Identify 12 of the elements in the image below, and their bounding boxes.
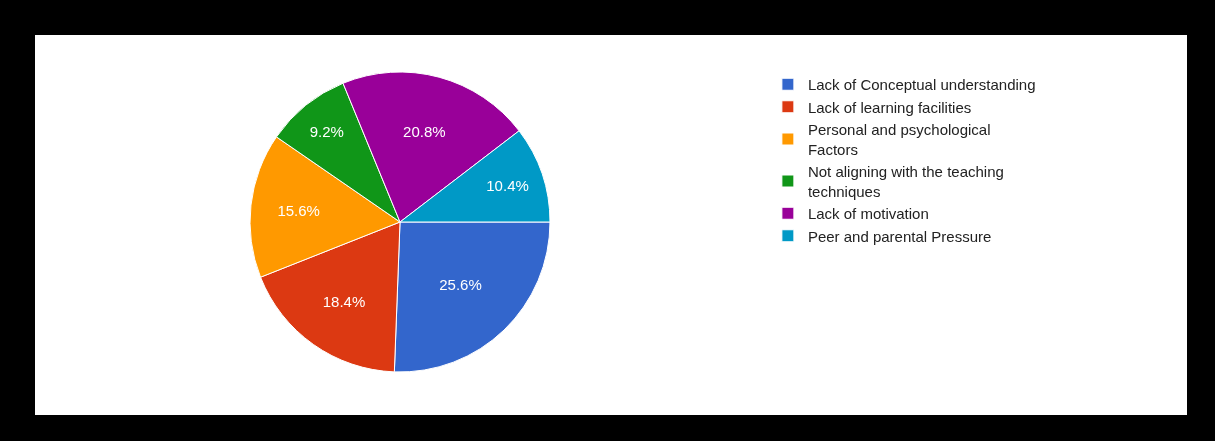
legend-label: Peer and parental Pressure: [807, 227, 992, 245]
data-label: 15.6%: [277, 201, 320, 219]
data-label: 18.4%: [322, 292, 366, 310]
legend-label: Lack of learning facilities: [807, 98, 972, 116]
data-label: 20.8%: [403, 123, 446, 141]
legend-label: Lack of Conceptual understanding: [807, 76, 1036, 94]
legend-label: Not aligning with the teaching techniques: [807, 163, 1004, 200]
data-label: 25.6%: [439, 276, 482, 294]
legend-label: Lack of motivation: [807, 205, 929, 223]
data-label: 10.4%: [486, 177, 529, 195]
legend-label: Personal and psychological Factors: [807, 121, 991, 158]
data-label: 9.2%: [309, 122, 344, 140]
